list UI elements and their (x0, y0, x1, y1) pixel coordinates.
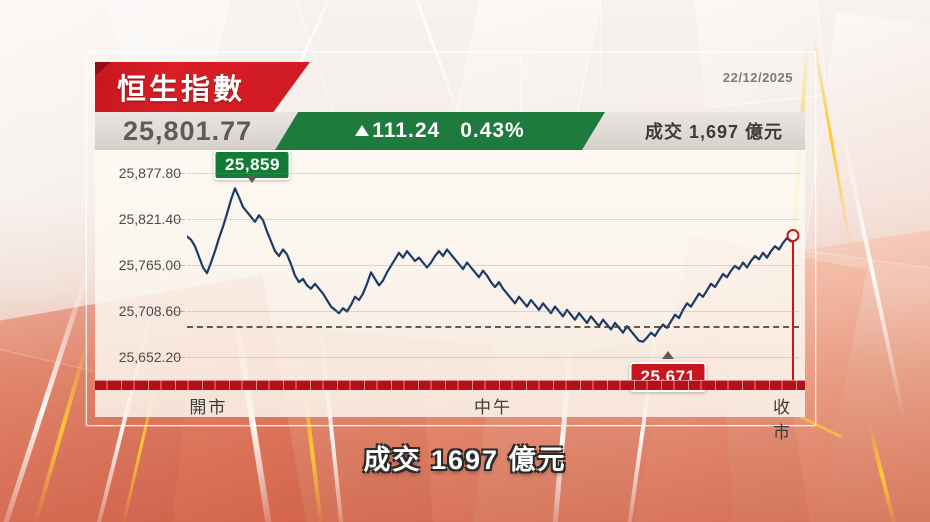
x-axis-tick-label: 收市 (773, 398, 793, 442)
last-price-stem (791, 235, 794, 389)
chart-gridline (187, 173, 799, 174)
index-last-price: 25,801.77 (123, 115, 253, 146)
ribbon-fold-icon (95, 62, 113, 74)
bg-outline (600, 0, 601, 90)
index-title: 恒生指數 (117, 74, 246, 106)
x-axis-tick-label: 中午 (474, 398, 512, 417)
y-axis-tick-mark (173, 311, 185, 312)
change-value-text: 111.24 (372, 119, 441, 142)
y-axis-tick-label: 25,877.80 (118, 165, 181, 181)
x-axis-red-band (95, 380, 805, 390)
day-low-pointer-icon (662, 350, 675, 359)
quote-value-bar: 25,801.77 111.24 0.43% (95, 112, 805, 150)
y-axis-tick-mark (173, 219, 185, 220)
quote-date: 22/12/2025 (722, 70, 793, 85)
y-axis-labels: 25,652.20 25,708.60 25,765.00 25,821.40 25,8… (95, 150, 187, 380)
turnover-label: 成交 1,697 億元 (644, 122, 783, 142)
bg-outline (520, 10, 521, 120)
y-axis-tick-label: 25,652.20 (118, 349, 181, 365)
x-axis-labels: 開市 中午 收市 (95, 393, 805, 442)
chart-gridline (187, 357, 799, 358)
arrow-up-icon (355, 124, 370, 136)
chart-gridline (187, 219, 799, 220)
index-quote-board: 恒生指數 22/12/2025 25,801.77 111.24 0.43% 成… (86, 52, 816, 442)
intraday-chart: 25,652.20 25,708.60 25,765.00 25,821.40 25,8… (95, 150, 805, 442)
y-axis-tick-mark (173, 357, 185, 358)
change-absolute: 111.24 (355, 119, 440, 143)
chart-gridline (187, 265, 799, 266)
day-high-pointer-icon (246, 175, 259, 184)
last-price-dot-icon (786, 229, 800, 242)
y-axis-tick-label: 25,821.40 (118, 211, 181, 227)
y-axis-tick-mark (173, 265, 185, 266)
index-change-chip: 111.24 0.43% (275, 112, 605, 150)
previous-close-reference-line (187, 325, 799, 328)
y-axis-tick-mark (173, 173, 185, 174)
y-axis-tick-label: 25,765.00 (118, 257, 181, 273)
price-line-svg (187, 150, 799, 380)
change-percent: 0.43% (460, 119, 525, 142)
broadcast-caption: 成交 1697 億元 (363, 445, 567, 475)
chart-gridline (187, 311, 799, 312)
x-axis-tick-label: 開市 (189, 398, 228, 417)
index-title-ribbon: 恒生指數 (95, 62, 310, 112)
chart-plot-region: 25,859 25,671 (173, 150, 800, 392)
y-axis-tick-label: 25,708.60 (118, 303, 181, 319)
